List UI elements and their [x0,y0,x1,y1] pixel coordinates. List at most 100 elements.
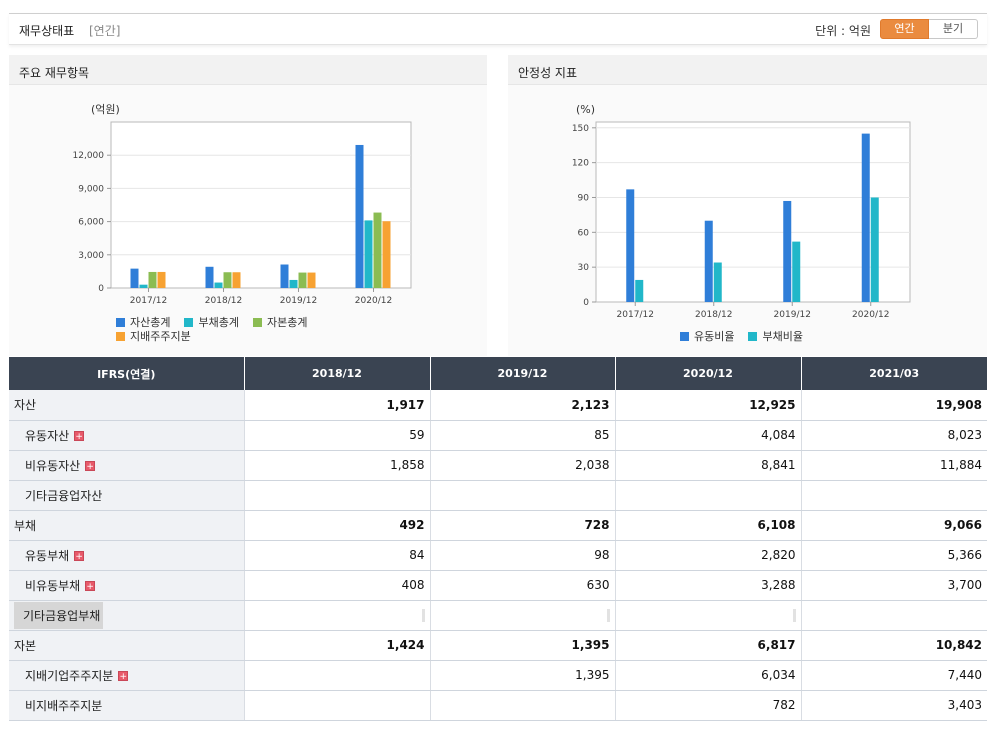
value-cell [429,600,615,631]
tab-annual[interactable]: 연간 [880,19,929,39]
row-label-cell: 비지배주주지분 [9,690,244,721]
legend-swatch [680,331,689,341]
y-tick-label: 3,000 [78,251,104,261]
value-cell: 5,366 [800,540,987,571]
bar [713,262,722,302]
table-row: 지배기업주주지분 +1,395 6,034 7,440 [9,660,987,691]
column-header-period: 2021/03 [800,357,987,390]
tab-quarterly[interactable]: 분기 [929,19,978,39]
legend-label: 유동비율 [694,330,735,343]
value-cell: 85 [429,420,615,451]
x-tick-label: 2020/12 [355,296,392,306]
column-header-period: 2018/12 [243,357,430,390]
value-cell: 84 [243,540,430,571]
expand-plus-icon[interactable]: + [85,460,96,472]
bar [289,279,298,288]
value-cell [243,660,430,691]
unit-label: 단위 : 억원 [815,24,871,38]
period-tabs: 연간 분기 [880,19,978,39]
x-tick-label: 2020/12 [852,310,889,320]
table-body: 자산 1,917 2,123 12,925 19,908 유동자산 +59 85 4,084 8,… [9,390,987,721]
value-cell: 4,084 [614,420,801,451]
bar [364,220,373,288]
bar [382,221,391,288]
legend-item[interactable]: 부채비율 [748,329,803,343]
bar [157,271,166,288]
legend-item[interactable]: 자본총계 [252,315,307,329]
x-tick-label: 2017/12 [617,310,654,320]
value-cell: 728 [429,510,615,541]
column-header-standard: IFRS(연결) [9,357,244,390]
legend-item[interactable]: 유동비율 [680,329,734,343]
value-cell: 2,123 [429,390,615,421]
y-tick-label: 12,000 [73,151,105,161]
legend-item[interactable]: 부채총계 [184,315,239,329]
bar [307,272,316,288]
financial-items-panel-title: 주요 재무항목 [9,55,487,85]
value-cell: 1,424 [243,630,430,661]
expand-plus-icon[interactable]: + [74,430,85,442]
row-label: 자본 [14,638,37,653]
y-tick-label: 0 [583,298,589,308]
value-cell: 8,023 [800,420,987,451]
bar [205,266,214,288]
legend-swatch [184,317,194,327]
expand-plus-icon[interactable]: + [85,580,96,592]
y-tick-label: 0 [98,284,104,294]
table-row: 자산 1,917 2,123 12,925 19,908 [9,390,987,421]
row-label-cell: 자본 [9,630,244,661]
bar [626,189,635,302]
bar [148,271,157,288]
value-cell: 2,038 [429,450,615,481]
value-cell: 3,403 [800,690,987,721]
value-cell [429,690,615,721]
legend-item[interactable]: 자산총계 [116,315,170,329]
x-tick-label: 2017/12 [130,296,167,306]
value-cell [614,480,801,511]
value-cell: 1,858 [243,450,430,481]
stability-panel-title: 안정성 지표 [508,55,987,85]
y-tick-label: 60 [578,228,590,238]
row-label: 부채 [14,518,37,533]
statement-header: 재무상태표 [연간] 단위 : 억원 연간 분기 [9,13,987,45]
empty-value-marker [792,609,796,622]
value-cell [243,480,430,511]
table-row: 유동부채 +84 98 2,820 5,366 [9,540,987,571]
x-tick-label: 2019/12 [774,310,811,320]
table-row: 기타금융업자산 [9,480,987,511]
table-row: 유동자산 +59 85 4,084 8,023 [9,420,987,451]
expand-plus-icon[interactable]: + [118,670,129,682]
table-row: 비지배주주지분 782 3,403 [9,690,987,721]
value-cell: 11,884 [800,450,987,481]
legend-item[interactable]: 지배주주지분 [116,329,191,343]
column-header-period: 2019/12 [429,357,615,390]
value-cell: 8,841 [614,450,801,481]
bar [373,212,382,288]
row-label-cell: 유동부채 + [9,540,244,571]
value-cell: 782 [614,690,801,721]
bar [214,282,223,288]
period-label: [연간] [89,24,121,38]
legend-label: 부채총계 [198,316,239,329]
bar [870,197,879,302]
value-cell [243,600,430,631]
table-row: 비유동자산 +1,858 2,038 8,841 11,884 [9,450,987,481]
value-cell: 408 [243,570,430,601]
row-label: 비유동자산 [25,458,81,473]
value-cell: 9,066 [800,510,987,541]
row-label-cell: 기타금융업자산 [9,480,244,511]
balance-sheet-table: IFRS(연결) 2018/12 2019/12 2020/12 2021/03 자산 1… [9,357,987,721]
legend-label: 부채비율 [762,330,803,343]
stability-chart: 0 30 60 90 120 150 (%) 2017/12 2018/12 2019/12 202… [572,103,911,320]
y-tick-label: 30 [578,263,590,273]
value-cell [614,600,801,631]
bar [704,220,713,302]
value-cell: 1,917 [243,390,430,421]
row-label-cell: 유동자산 + [9,420,244,451]
expand-plus-icon[interactable]: + [74,550,85,562]
value-cell: 19,908 [800,390,987,421]
value-cell [800,480,987,511]
x-tick-label: 2018/12 [695,310,732,320]
row-label-cell: 지배기업주주지분 + [9,660,244,691]
value-cell: 3,700 [800,570,987,601]
